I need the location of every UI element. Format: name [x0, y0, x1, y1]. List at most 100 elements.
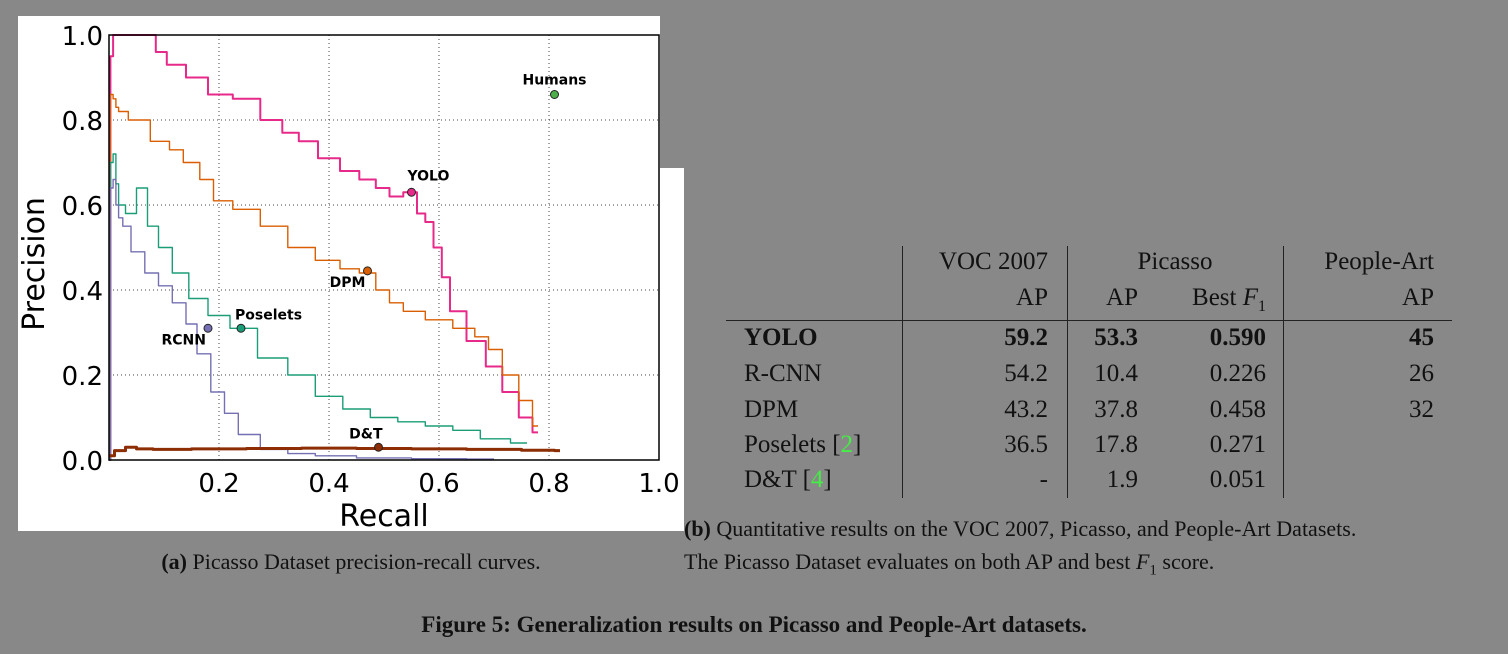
- ref-bracket-close: ]: [853, 431, 862, 458]
- caption-b-text2-post: score.: [1156, 549, 1215, 574]
- row-method-name: DPM: [744, 396, 798, 424]
- header-voc: VOC 2007: [938, 248, 1048, 275]
- row-picasso-f1: 0.226: [1209, 360, 1266, 387]
- table-vline-1: [902, 246, 903, 498]
- header-picasso-ap: AP: [1106, 284, 1138, 311]
- row-picasso-ap: 1.9: [1106, 466, 1138, 493]
- header-f1-pre: Best: [1192, 284, 1243, 311]
- series-label-poselets: Poselets: [235, 307, 302, 323]
- y-tick-label: 0.0: [62, 447, 103, 477]
- series-line-poselets: [109, 153, 527, 461]
- row-picasso-ap: 37.8: [1094, 396, 1138, 423]
- series-line-dpm: [109, 93, 538, 461]
- y-tick-label: 0.4: [62, 277, 103, 307]
- series-line-rcnn: [109, 178, 494, 461]
- y-axis-label: Precision: [18, 197, 52, 331]
- header-picasso: Picasso: [1137, 248, 1213, 275]
- series-marker-yolo: [407, 187, 416, 197]
- row-peopleart-ap: 26: [1409, 360, 1434, 387]
- row-peopleart-ap: 45: [1409, 324, 1434, 351]
- figure-text: Generalization results on Picasso and Pe…: [510, 612, 1087, 637]
- ref-bracket-open: [: [832, 431, 841, 458]
- figure-caption: Figure 5: Generalization results on Pica…: [0, 612, 1508, 638]
- method-label: Poselets: [744, 431, 833, 458]
- figure-label: Figure 5:: [421, 612, 511, 637]
- caption-a: (a) Picasso Dataset precision-recall cur…: [18, 549, 684, 575]
- row-picasso-ap: 53.3: [1094, 324, 1138, 351]
- header-f1-f: F: [1242, 284, 1258, 311]
- row-method-name: D&T [4]: [744, 466, 832, 494]
- pr-curve-chart: 0.2 0.4 0.6 0.8 1.0 0.0 0.2 0.4 0.6 0.8 1.0 YOLO DP…: [18, 16, 684, 531]
- row-peopleart-ap: 32: [1409, 396, 1434, 423]
- x-tick-label: 0.4: [308, 469, 349, 499]
- header-voc-ap: AP: [1016, 284, 1048, 311]
- series-label-yolo: YOLO: [407, 168, 450, 184]
- series-marker-poselets: [236, 323, 246, 333]
- series-marker-dt: [374, 442, 383, 452]
- method-label: D&T: [744, 466, 803, 493]
- series-marker-dpm: [363, 266, 372, 276]
- table-header-rule: [726, 320, 1452, 321]
- y-tick-label: 0.2: [62, 362, 103, 392]
- y-tick-label: 1.0: [62, 22, 103, 52]
- header-peopleart-ap: AP: [1402, 284, 1434, 311]
- header-peopleart: People-Art: [1324, 248, 1434, 275]
- row-picasso-f1: 0.458: [1209, 396, 1266, 423]
- ref-bracket-open: [: [802, 466, 811, 493]
- row-picasso-ap: 10.4: [1094, 360, 1138, 387]
- series-marker-rcnn: [203, 323, 213, 333]
- citation-link[interactable]: 2: [840, 431, 854, 458]
- point-marker-humans: [550, 90, 559, 99]
- x-tick-label: 1.0: [638, 469, 679, 499]
- caption-b-text1: Quantitative results on the VOC 2007, Pi…: [710, 516, 1357, 541]
- y-tick-label: 0.6: [62, 192, 103, 222]
- row-voc-ap: 59.2: [1004, 324, 1048, 351]
- row-method-name: YOLO: [744, 324, 818, 352]
- table-vline-3: [1283, 246, 1284, 498]
- method-label: DPM: [744, 396, 799, 423]
- series-label-dpm: DPM: [330, 275, 366, 291]
- series-layer: [109, 34, 560, 461]
- plot-frame: [108, 34, 660, 461]
- row-picasso-ap: 17.8: [1094, 431, 1138, 458]
- results-table: VOC 2007 Picasso People-Art AP AP Best F…: [726, 246, 1452, 498]
- series-labels: YOLO DPM Poselets RCNN D&T Humans: [162, 73, 587, 452]
- series-line-dt: [109, 445, 560, 458]
- row-picasso-f1: 0.590: [1209, 324, 1266, 351]
- citation-link[interactable]: 4: [810, 466, 824, 493]
- chart-corner-gap: [660, 16, 684, 168]
- row-picasso-f1: 0.051: [1209, 466, 1266, 493]
- row-voc-ap: -: [1039, 466, 1048, 493]
- x-axis-label: Recall: [339, 499, 429, 531]
- row-voc-ap: 54.2: [1004, 360, 1048, 387]
- row-voc-ap: 43.2: [1004, 396, 1048, 423]
- chart-svg: 0.2 0.4 0.6 0.8 1.0 0.0 0.2 0.4 0.6 0.8 1.0 YOLO DP…: [18, 16, 684, 531]
- caption-b-tag: (b): [684, 516, 711, 541]
- caption-b-f: F: [1135, 549, 1150, 574]
- y-tick-label: 0.8: [62, 107, 103, 137]
- method-label: R-CNN: [744, 360, 822, 387]
- row-method-name: R-CNN: [744, 360, 822, 388]
- point-label-humans: Humans: [522, 73, 586, 89]
- x-tick-label: 0.8: [528, 469, 569, 499]
- caption-b-line1: (b) Quantitative results on the VOC 2007…: [684, 516, 1356, 542]
- ref-bracket-close: ]: [823, 466, 832, 493]
- series-label-rcnn: RCNN: [162, 332, 207, 348]
- tick-labels: 0.2 0.4 0.6 0.8 1.0 0.0 0.2 0.4 0.6 0.8 1.0: [62, 22, 680, 499]
- row-voc-ap: 36.5: [1004, 431, 1048, 458]
- grid: [109, 35, 659, 460]
- caption-b-sub: 1: [1149, 562, 1157, 579]
- x-tick-label: 0.6: [418, 469, 459, 499]
- header-picasso-f1: Best F1: [1192, 284, 1266, 316]
- caption-b-text2-pre: The Picasso Dataset evaluates on both AP…: [684, 549, 1136, 574]
- table-vline-2: [1067, 246, 1068, 498]
- header-f1-sub: 1: [1258, 298, 1266, 315]
- row-method-name: Poselets [2]: [744, 431, 861, 459]
- x-tick-label: 0.2: [198, 469, 239, 499]
- caption-b-line2: The Picasso Dataset evaluates on both AP…: [684, 549, 1214, 579]
- caption-a-tag: (a): [161, 549, 187, 574]
- row-picasso-f1: 0.271: [1209, 431, 1266, 458]
- series-label-dt: D&T: [349, 426, 383, 442]
- method-label: YOLO: [744, 324, 818, 351]
- caption-a-text: Picasso Dataset precision-recall curves.: [186, 549, 541, 574]
